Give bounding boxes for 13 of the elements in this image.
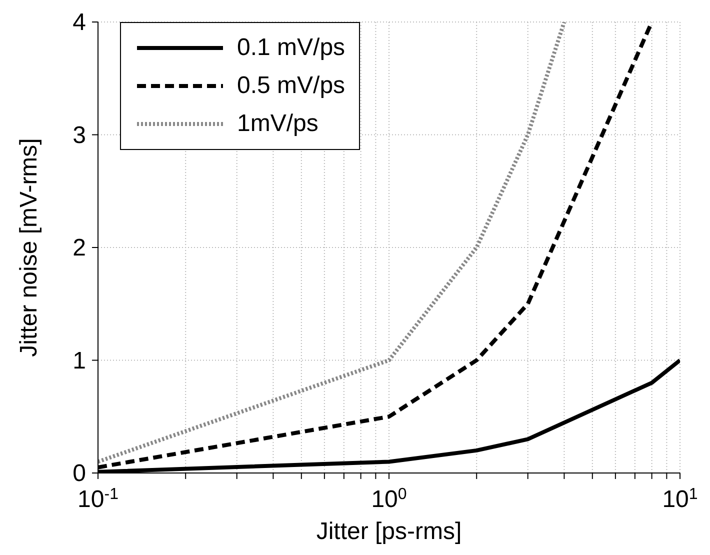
x-tick-label: 10$^{1}$ bbox=[662, 486, 698, 513]
x-axis-title: Jitter [ps-rms] bbox=[316, 518, 462, 545]
legend-label: 0.5 mV/ps bbox=[237, 72, 346, 100]
legend-label: 0.1 mV/ps bbox=[237, 34, 346, 62]
x-tick-label: 10$^{-1}$ bbox=[78, 486, 119, 513]
x-tick-label: 10$^{0}$ bbox=[371, 486, 407, 513]
y-tick-label: 3 bbox=[72, 122, 86, 149]
y-tick-label: 4 bbox=[72, 9, 86, 36]
y-tick-label: 2 bbox=[72, 234, 86, 262]
legend-label: 1mV/ps bbox=[237, 110, 318, 138]
y-axis-title: Jitter noise [mV-rms] bbox=[16, 138, 43, 357]
y-tick-label: 0 bbox=[72, 460, 86, 487]
y-tick-label: 1 bbox=[72, 347, 86, 374]
